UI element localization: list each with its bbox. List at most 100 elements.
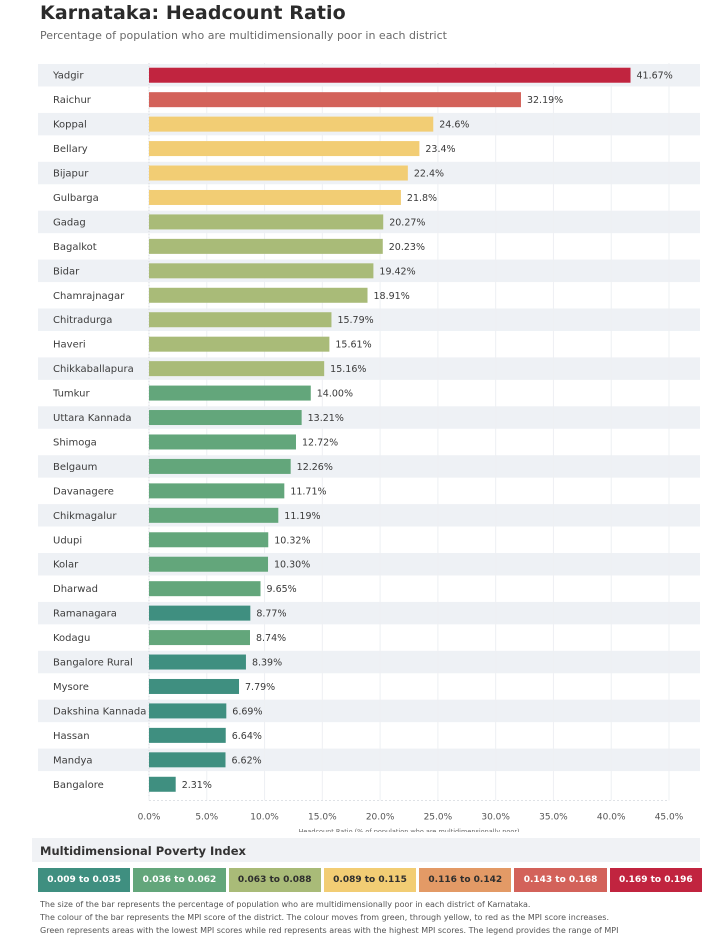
x-tick-label: 30.0% [481, 813, 510, 823]
data-label: 32.19% [527, 95, 563, 106]
x-tick-label: 0.0% [138, 813, 161, 823]
bar [149, 263, 374, 279]
row-band [38, 601, 700, 625]
category-label: Bellary [53, 144, 88, 155]
category-label: Tumkur [52, 389, 90, 400]
chart-subtitle: Percentage of population who are multidi… [40, 29, 447, 42]
legend-item: 0.009 to 0.035 [38, 868, 131, 892]
data-label: 14.00% [317, 389, 353, 400]
note-line: The colour of the bar represents the MPI… [40, 913, 609, 922]
row-band [38, 553, 700, 576]
data-label: 6.69% [232, 706, 262, 717]
category-label: Bagalkot [53, 242, 97, 253]
bar [149, 361, 325, 377]
category-label: Dakshina Kannada [53, 706, 146, 717]
bar [149, 410, 302, 426]
chart-title: Karnataka: Headcount Ratio [40, 2, 346, 24]
x-tick-label: 15.0% [308, 813, 337, 823]
bar [149, 776, 176, 792]
category-label: Gadag [53, 217, 86, 228]
category-label: Davanagere [53, 486, 114, 497]
category-label: Bidar [53, 266, 80, 277]
data-label: 11.71% [290, 486, 326, 497]
legend-item: 0.116 to 0.142 [419, 868, 512, 892]
bar [149, 556, 269, 572]
category-label: Bijapur [53, 169, 89, 180]
category-label: Mysore [53, 682, 89, 693]
data-label: 6.64% [232, 731, 262, 742]
data-label: 12.72% [302, 437, 338, 448]
data-label: 10.32% [274, 535, 310, 546]
bar [149, 532, 269, 548]
row-band [38, 406, 700, 429]
legend-title: Multidimensional Poverty Index [40, 844, 246, 858]
data-label: 2.31% [182, 780, 212, 791]
category-label: Belgaum [53, 462, 97, 473]
mpi-legend: 0.009 to 0.035 0.036 to 0.062 0.063 to 0.0… [38, 868, 702, 892]
data-label: 23.4% [425, 144, 455, 155]
data-label: 8.77% [256, 609, 286, 620]
category-label: Shimoga [53, 437, 97, 448]
data-label: 8.39% [252, 658, 282, 669]
category-label: Chamrajnagar [53, 291, 125, 302]
category-label: Chikmagalur [53, 511, 117, 522]
category-label: Udupi [53, 535, 82, 546]
note-line: Green represents areas with the lowest M… [40, 926, 619, 935]
category-label: Mandya [53, 755, 93, 766]
data-label: 15.16% [330, 364, 366, 375]
bar [149, 483, 285, 499]
data-label: 18.91% [374, 291, 410, 302]
category-label: Kodagu [53, 633, 90, 644]
row-band [38, 650, 700, 674]
category-label: Dharwad [53, 584, 98, 595]
data-label: 13.21% [308, 413, 344, 424]
legend-header-band [32, 838, 700, 862]
x-tick-label: 35.0% [539, 813, 568, 823]
bar [149, 727, 226, 743]
bar [149, 434, 296, 450]
bar [149, 336, 330, 352]
data-label: 20.23% [389, 242, 425, 253]
data-label: 19.42% [379, 266, 415, 277]
row-band [38, 748, 700, 772]
x-tick-label: 45.0% [655, 813, 684, 823]
legend-item: 0.169 to 0.196 [609, 868, 702, 892]
data-label: 21.8% [407, 193, 437, 204]
category-label: Raichur [53, 95, 92, 106]
category-label: Chitradurga [53, 315, 112, 326]
data-label: 6.62% [231, 755, 261, 766]
bar [149, 654, 246, 670]
row-band [38, 357, 700, 380]
category-label: Gulbarga [53, 193, 99, 204]
data-label: 9.65% [267, 584, 297, 595]
legend-item: 0.063 to 0.088 [228, 868, 321, 892]
data-label: 7.79% [245, 682, 275, 693]
headcount-bar-chart: Yadgir 41.67% Raichur 32.19% Koppal 24.6% Bell… [38, 63, 700, 833]
x-tick-label: 20.0% [366, 813, 395, 823]
x-tick-label: 25.0% [424, 813, 453, 823]
category-label: Haveri [53, 340, 86, 351]
row-band [38, 455, 700, 478]
data-label: 41.67% [637, 71, 673, 82]
category-label: Koppal [53, 120, 87, 131]
x-tick-label: 10.0% [250, 813, 279, 823]
bar [149, 385, 311, 401]
data-label: 20.27% [389, 217, 425, 228]
data-label: 24.6% [439, 120, 469, 131]
legend-item: 0.089 to 0.115 [323, 868, 417, 892]
x-tick-label: 40.0% [597, 813, 626, 823]
bar [149, 189, 401, 205]
bar [149, 630, 250, 646]
bar [149, 116, 434, 132]
bar [149, 214, 384, 230]
bar [149, 581, 261, 597]
x-axis-title: Headcount Ratio (% of population who are… [298, 828, 519, 833]
data-label: 15.79% [337, 315, 373, 326]
category-label: Hassan [53, 731, 90, 742]
bar [149, 287, 368, 303]
bar [149, 312, 332, 328]
legend-item: 0.036 to 0.062 [133, 868, 226, 892]
bar [149, 238, 383, 254]
bar [149, 507, 279, 523]
category-label: Ramanagara [53, 609, 117, 620]
